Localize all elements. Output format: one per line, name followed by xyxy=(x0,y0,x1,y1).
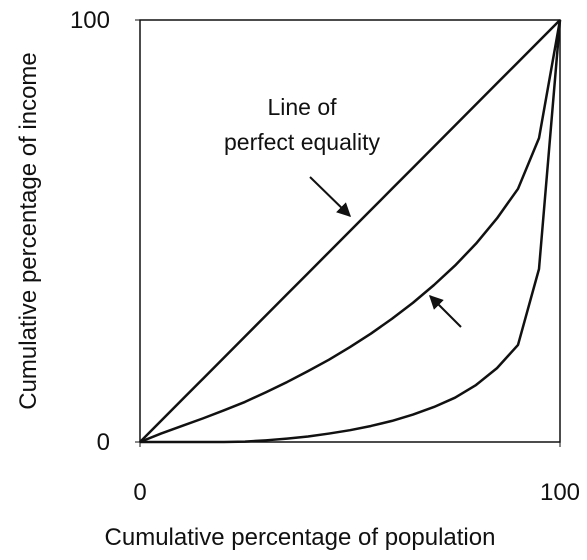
annotation-arrow xyxy=(309,176,352,217)
annotation-arrow xyxy=(429,295,462,328)
curve xyxy=(139,19,561,443)
curve xyxy=(139,19,562,444)
annotation-line: Line of xyxy=(267,94,337,120)
curve xyxy=(140,19,562,444)
x-tick-label: 100 xyxy=(540,479,580,506)
plot-frame xyxy=(139,19,561,443)
y-tick-label: 0 xyxy=(97,429,110,456)
y-axis-title: Cumulative percentage of income xyxy=(15,52,42,410)
y-tick-label: 100 xyxy=(70,7,110,34)
x-tick-label: 0 xyxy=(133,479,146,506)
x-axis-title: Cumulative percentage of population xyxy=(105,524,496,551)
annotation-line: perfect equality xyxy=(224,129,380,155)
